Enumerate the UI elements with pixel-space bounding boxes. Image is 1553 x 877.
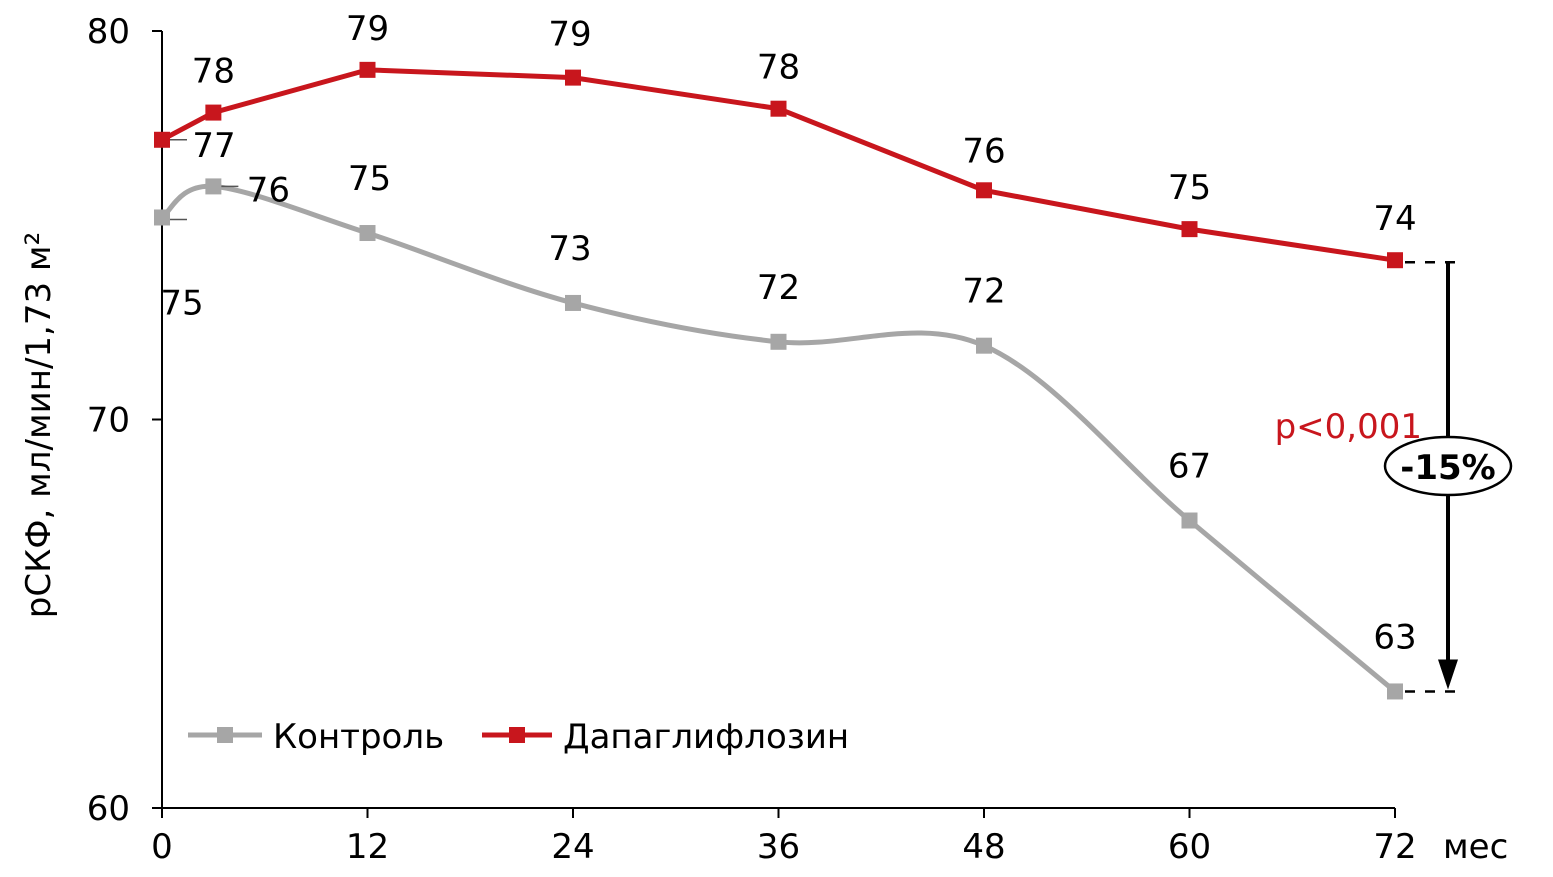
data-point [205, 104, 222, 121]
y-axis-label: рСКФ, мл/мин/1,73 м² [19, 232, 59, 618]
data-point [976, 182, 992, 199]
data-point [205, 178, 222, 195]
data-label: 75 [348, 159, 391, 199]
x-axis-unit: мес [1443, 827, 1508, 867]
data-point [359, 225, 376, 242]
x-tick-label: 0 [151, 827, 173, 867]
x-tick-label: 60 [1168, 827, 1211, 867]
data-point [1387, 683, 1403, 700]
x-tick-label: 12 [346, 827, 389, 867]
data-point [1387, 252, 1403, 269]
data-label: 79 [346, 9, 389, 49]
data-point [1181, 221, 1198, 238]
data-point [565, 69, 581, 86]
y-tick-label: 70 [87, 401, 130, 441]
data-label: 77 [192, 126, 235, 166]
data-label: 73 [548, 229, 591, 269]
data-label: 74 [1373, 199, 1416, 239]
data-point [154, 131, 170, 148]
data-label: 78 [192, 52, 235, 92]
data-label: 75 [1168, 168, 1211, 208]
data-point [154, 209, 170, 226]
data-label: 67 [1168, 447, 1211, 487]
x-tick-label: 72 [1373, 827, 1416, 867]
legend-label: Дапаглифлозин [563, 717, 849, 757]
difference-label: -15% [1400, 448, 1496, 488]
data-label: 63 [1373, 617, 1416, 657]
difference-badge [1383, 435, 1513, 497]
data-label: 76 [962, 131, 1005, 171]
data-point [565, 294, 581, 311]
arrow-head-icon [1438, 659, 1458, 690]
legend-label: Контроль [273, 717, 444, 757]
x-tick-label: 48 [962, 827, 1005, 867]
data-label: 78 [757, 48, 800, 88]
series-line-control [160, 183, 1397, 694]
y-tick-label: 60 [87, 789, 130, 829]
p-value-label: p<0,001 [1275, 407, 1422, 447]
data-point [770, 333, 787, 350]
series-line-dapagliflozin [160, 67, 1396, 263]
data-label: 76 [247, 170, 290, 210]
data-point [1181, 512, 1198, 529]
difference-marker: -15% [1383, 260, 1513, 693]
data-point [976, 337, 992, 354]
data-label: 79 [548, 15, 591, 55]
legend: Контроль Дапаглифлозин [188, 717, 849, 757]
data-point [359, 61, 376, 78]
legend-marker [217, 727, 233, 743]
data-point [770, 100, 787, 117]
x-tick-label: 36 [757, 827, 800, 867]
data-label: 75 [160, 283, 203, 323]
x-tick-label: 24 [551, 827, 594, 867]
data-label: 72 [962, 272, 1005, 312]
data-label: 72 [757, 268, 800, 308]
legend-marker [509, 727, 525, 743]
y-tick-label: 80 [87, 12, 130, 52]
